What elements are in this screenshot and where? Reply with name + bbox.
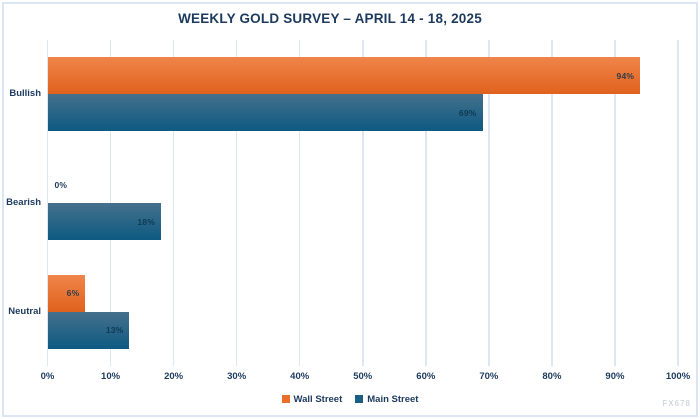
gridline — [362, 40, 364, 366]
x-axis-tick: 20% — [164, 371, 184, 382]
bar-value-label: 13% — [105, 325, 124, 336]
x-axis-tick: 60% — [416, 371, 436, 382]
x-axis-tick: 30% — [227, 371, 247, 382]
chart-title: WEEKLY GOLD SURVEY – APRIL 14 - 18, 2025 — [178, 11, 482, 26]
bar-main-street-neutral: 13% — [47, 311, 130, 349]
x-axis-tick: 100% — [665, 371, 691, 382]
gridline — [235, 40, 238, 366]
x-axis-tick: 40% — [290, 371, 310, 382]
bar-main-street-bullish: 69% — [47, 94, 483, 132]
gridline — [488, 40, 490, 366]
gridline — [677, 40, 679, 366]
bar-value-label: 69% — [458, 107, 477, 118]
category-label-neutral: Neutral — [8, 305, 41, 317]
legend-swatch-icon — [355, 395, 364, 403]
bar-wall-street-neutral: 6% — [47, 274, 86, 312]
x-axis-tick: 0% — [40, 371, 55, 382]
bar-wall-street-bullish: 94% — [47, 57, 641, 95]
category-label-bullish: Bullish — [9, 88, 41, 100]
bar-value-label: 0% — [54, 179, 68, 190]
legend-label: Main Street — [367, 393, 419, 405]
gridline — [172, 40, 175, 366]
legend-item-main-street: Main Street — [355, 394, 418, 405]
x-axis-tick: 80% — [542, 371, 562, 382]
gridline — [614, 40, 616, 366]
x-axis-tick: 50% — [353, 371, 373, 382]
bar-value-label: 94% — [616, 70, 635, 81]
bar-main-street-bearish: 18% — [47, 203, 161, 240]
gridline — [551, 40, 553, 366]
gridline — [425, 40, 427, 366]
x-axis-tick: 10% — [101, 371, 121, 382]
gridline — [298, 40, 301, 366]
legend-swatch-icon — [281, 395, 290, 403]
x-axis-tick: 70% — [479, 371, 499, 382]
bar-value-label: 18% — [137, 216, 155, 227]
bar-value-label: 6% — [66, 288, 80, 299]
x-axis-tick: 90% — [605, 371, 625, 382]
legend: Wall Street Main Street — [0, 392, 700, 406]
category-label-bearish: Bearish — [6, 197, 41, 208]
legend-item-wall-street: Wall Street — [281, 393, 343, 405]
legend-label: Wall Street — [293, 393, 343, 405]
watermark: FX678 — [662, 399, 691, 408]
